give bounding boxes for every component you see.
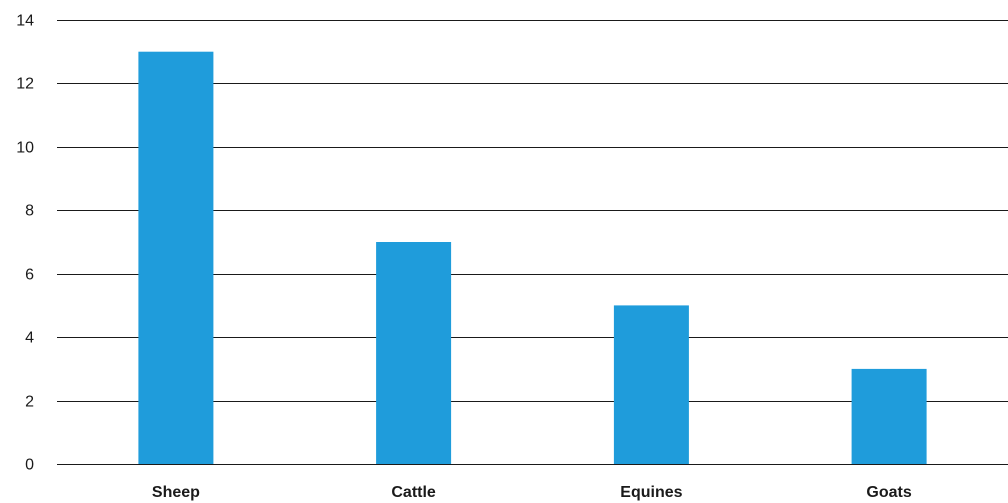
x-tick-label-goats: Goats — [866, 484, 911, 501]
bars — [138, 51, 927, 464]
y-tick-label-2: 2 — [25, 394, 34, 411]
gridlines — [57, 20, 1008, 465]
y-tick-label-6: 6 — [25, 267, 34, 284]
y-tick-label-10: 10 — [16, 140, 34, 157]
bar-equines — [613, 305, 689, 464]
y-tick-label-8: 8 — [25, 203, 34, 220]
y-axis-tick-labels: 0 2 4 6 8 10 12 14 — [16, 13, 34, 474]
bar-goats — [851, 368, 927, 464]
x-tick-label-equines: Equines — [620, 484, 682, 501]
x-tick-label-cattle: Cattle — [391, 484, 436, 501]
x-axis-category-labels: Sheep Cattle Equines Goats — [152, 484, 912, 501]
y-tick-label-14: 14 — [16, 13, 34, 30]
bar-sheep — [138, 51, 214, 464]
y-tick-label-4: 4 — [25, 330, 34, 347]
x-tick-label-sheep: Sheep — [152, 484, 200, 501]
bar-cattle — [376, 242, 452, 464]
y-tick-label-0: 0 — [25, 457, 34, 474]
y-tick-label-12: 12 — [16, 76, 34, 93]
